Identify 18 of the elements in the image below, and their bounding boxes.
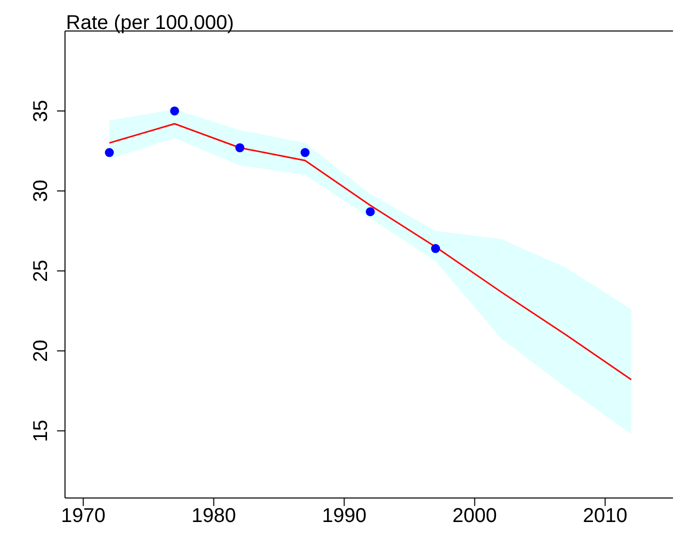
x-tick-label: 1990 [322,505,366,528]
y-tick-label: 20 [30,340,52,362]
point [170,106,180,116]
y-tick-label: 30 [30,180,52,202]
y-tick-label: 25 [30,260,52,282]
y-axis-title: Rate (per 100,000) [66,12,234,35]
point [431,244,440,254]
x-tick-label: 1980 [191,505,236,528]
x-tick-label: 1970 [61,505,106,528]
point [300,148,310,158]
x-tick-label: 2010 [582,505,628,528]
y-tick-label: 15 [30,420,52,442]
point [104,148,114,158]
x-tick-label: 2000 [452,505,497,528]
y-tick-label: 35 [30,100,52,122]
point [235,143,244,152]
point [366,207,375,216]
line-series [108,123,632,380]
